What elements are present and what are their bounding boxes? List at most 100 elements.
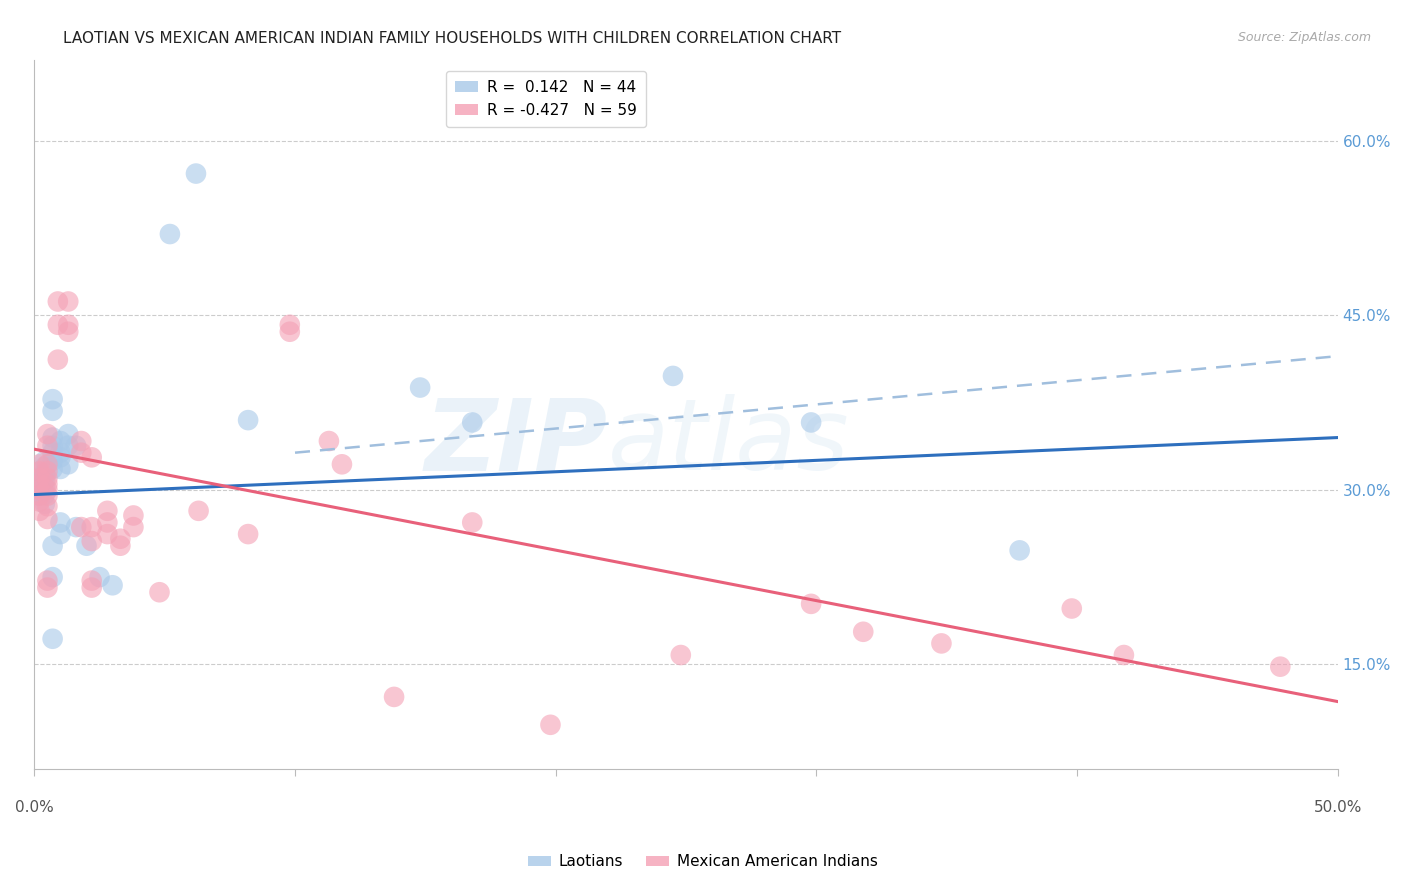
- Point: [122, 520, 145, 534]
- Point: [28, 477, 51, 491]
- Point: [70, 445, 93, 459]
- Point: [80, 534, 103, 549]
- Point: [65, 439, 87, 453]
- Point: [89, 570, 111, 584]
- Point: [236, 527, 259, 541]
- Point: [37, 464, 59, 478]
- Point: [37, 471, 59, 485]
- Point: [669, 648, 692, 662]
- Point: [41, 539, 63, 553]
- Point: [49, 462, 72, 476]
- Point: [80, 520, 103, 534]
- Point: [34, 487, 56, 501]
- Point: [852, 624, 875, 639]
- Point: [37, 427, 59, 442]
- Point: [37, 499, 59, 513]
- Point: [37, 574, 59, 588]
- Point: [540, 718, 562, 732]
- Point: [159, 227, 181, 241]
- Point: [37, 483, 59, 497]
- Point: [461, 516, 484, 530]
- Point: [37, 458, 59, 472]
- Point: [46, 318, 69, 332]
- Point: [46, 294, 69, 309]
- Point: [49, 445, 72, 459]
- Point: [382, 690, 405, 704]
- Point: [46, 352, 69, 367]
- Point: [34, 481, 56, 495]
- Point: [278, 318, 301, 332]
- Point: [80, 574, 103, 588]
- Point: [41, 404, 63, 418]
- Point: [28, 471, 51, 485]
- Point: [34, 454, 56, 468]
- Point: [28, 458, 51, 472]
- Point: [70, 520, 93, 534]
- Point: [37, 489, 59, 503]
- Text: ZIP: ZIP: [425, 394, 607, 491]
- Point: [58, 427, 80, 442]
- Point: [49, 450, 72, 465]
- Point: [148, 585, 170, 599]
- Point: [318, 434, 340, 448]
- Text: 50.0%: 50.0%: [1313, 799, 1362, 814]
- Point: [187, 504, 209, 518]
- Point: [28, 471, 51, 485]
- Point: [931, 636, 953, 650]
- Point: [96, 516, 118, 530]
- Point: [70, 434, 93, 448]
- Point: [28, 494, 51, 508]
- Point: [41, 392, 63, 407]
- Point: [58, 458, 80, 472]
- Point: [122, 508, 145, 523]
- Point: [800, 416, 823, 430]
- Point: [37, 439, 59, 453]
- Point: [101, 578, 124, 592]
- Point: [37, 581, 59, 595]
- Text: atlas: atlas: [607, 394, 849, 491]
- Point: [49, 527, 72, 541]
- Point: [461, 416, 484, 430]
- Point: [96, 504, 118, 518]
- Point: [58, 294, 80, 309]
- Point: [236, 413, 259, 427]
- Point: [1270, 659, 1292, 673]
- Point: [28, 485, 51, 500]
- Point: [34, 497, 56, 511]
- Point: [37, 512, 59, 526]
- Legend: R =  0.142   N = 44, R = -0.427   N = 59: R = 0.142 N = 44, R = -0.427 N = 59: [446, 70, 647, 127]
- Point: [80, 581, 103, 595]
- Point: [34, 459, 56, 474]
- Point: [28, 483, 51, 497]
- Point: [41, 454, 63, 468]
- Point: [28, 464, 51, 478]
- Point: [37, 477, 59, 491]
- Legend: Laotians, Mexican American Indians: Laotians, Mexican American Indians: [522, 848, 884, 875]
- Point: [409, 380, 432, 394]
- Point: [184, 167, 207, 181]
- Point: [278, 325, 301, 339]
- Text: Source: ZipAtlas.com: Source: ZipAtlas.com: [1237, 31, 1371, 45]
- Point: [34, 466, 56, 480]
- Point: [34, 474, 56, 488]
- Point: [41, 632, 63, 646]
- Point: [41, 439, 63, 453]
- Point: [58, 439, 80, 453]
- Point: [28, 489, 51, 503]
- Point: [96, 527, 118, 541]
- Point: [34, 469, 56, 483]
- Point: [58, 318, 80, 332]
- Point: [41, 462, 63, 476]
- Point: [65, 520, 87, 534]
- Point: [28, 489, 51, 503]
- Point: [1060, 601, 1083, 615]
- Point: [41, 431, 63, 445]
- Point: [28, 504, 51, 518]
- Point: [662, 368, 685, 383]
- Point: [330, 458, 353, 472]
- Point: [110, 539, 132, 553]
- Point: [80, 450, 103, 465]
- Point: [800, 597, 823, 611]
- Point: [49, 434, 72, 448]
- Point: [41, 445, 63, 459]
